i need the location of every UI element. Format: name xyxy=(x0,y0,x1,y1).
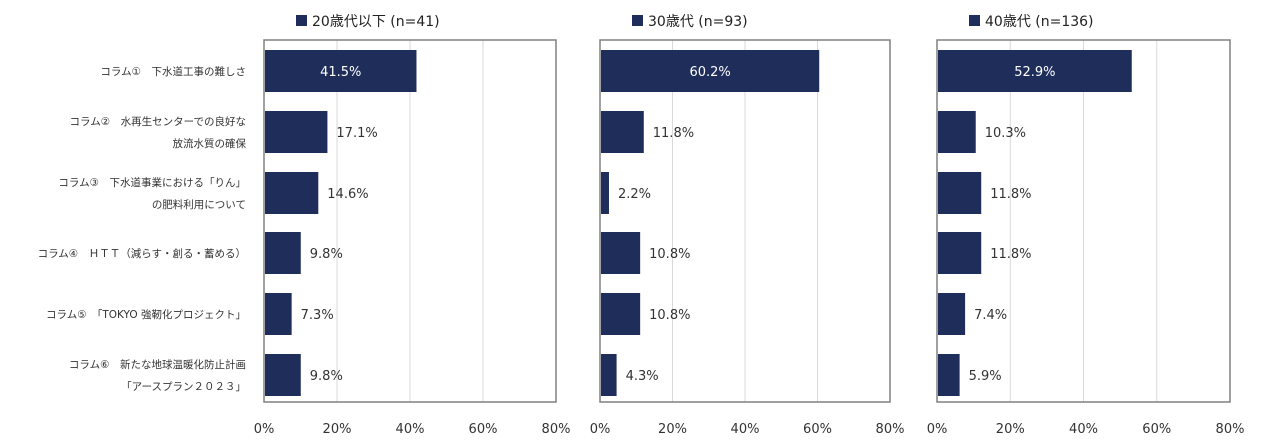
category-label: コラム⑥ 新たな地球温暖化防止計画 xyxy=(69,358,246,371)
data-label: 2.2% xyxy=(618,187,651,202)
legend-label: 40歳代 (n=136) xyxy=(985,14,1094,30)
bar xyxy=(601,172,609,214)
x-tick-label: 20% xyxy=(996,422,1025,437)
bar xyxy=(265,172,319,214)
data-label: 10.8% xyxy=(649,247,690,262)
data-label: 10.8% xyxy=(649,308,690,323)
x-tick-label: 40% xyxy=(731,422,760,437)
x-tick-label: 0% xyxy=(254,422,275,437)
data-label: 10.3% xyxy=(985,126,1026,141)
bar xyxy=(601,50,820,92)
bar xyxy=(265,354,301,396)
bar xyxy=(938,172,982,214)
legend-swatch xyxy=(969,15,980,26)
data-label: 52.9% xyxy=(1014,65,1055,80)
data-label: 14.6% xyxy=(327,187,368,202)
plot-frame xyxy=(263,39,557,403)
legend-swatch xyxy=(632,15,643,26)
bar xyxy=(938,111,976,153)
data-label: 9.8% xyxy=(310,247,343,262)
bar xyxy=(265,232,301,274)
data-label: 9.8% xyxy=(310,369,343,384)
data-label: 7.3% xyxy=(301,308,334,323)
data-label: 60.2% xyxy=(689,65,730,80)
x-tick-label: 0% xyxy=(590,422,611,437)
data-label: 11.8% xyxy=(990,247,1031,262)
bar xyxy=(938,232,982,274)
data-label: 7.4% xyxy=(974,308,1007,323)
bar xyxy=(265,293,292,335)
bar xyxy=(938,293,966,335)
bar xyxy=(938,50,1132,92)
bar xyxy=(601,354,617,396)
x-tick-label: 40% xyxy=(1069,422,1098,437)
bar xyxy=(601,232,641,274)
category-label: コラム① 下水道工事の難しさ xyxy=(100,65,246,78)
data-label: 5.9% xyxy=(969,369,1002,384)
x-tick-label: 0% xyxy=(927,422,948,437)
category-label: 「アースプラン２０２３」 xyxy=(121,381,246,393)
x-tick-label: 60% xyxy=(1142,422,1171,437)
legend-label: 30歳代 (n=93) xyxy=(648,14,748,30)
bar xyxy=(265,50,417,92)
category-label: コラム⑤ 「TOKYO 強靭化プロジェクト」 xyxy=(46,308,246,321)
plot-frame xyxy=(599,39,891,403)
x-tick-label: 40% xyxy=(396,422,425,437)
legend-label: 20歳代以下 (n=41) xyxy=(312,14,440,30)
category-label: コラム② 水再生センターでの良好な xyxy=(70,115,246,128)
data-label: 11.8% xyxy=(990,187,1031,202)
x-tick-label: 20% xyxy=(658,422,687,437)
category-label: コラム④ ＨＴＴ（減らす・創る・蓄める） xyxy=(38,247,246,260)
x-tick-label: 20% xyxy=(323,422,352,437)
bar xyxy=(601,293,641,335)
category-label: の肥料利用について xyxy=(152,198,246,211)
category-label: 放流水質の確保 xyxy=(173,137,247,150)
x-tick-label: 60% xyxy=(469,422,498,437)
x-tick-label: 80% xyxy=(1216,422,1245,437)
data-label: 41.5% xyxy=(320,65,361,80)
data-label: 11.8% xyxy=(653,126,694,141)
data-label: 17.1% xyxy=(336,126,377,141)
category-label: コラム③ 下水道事業における「りん」 xyxy=(58,176,246,189)
x-tick-label: 80% xyxy=(542,422,571,437)
bar xyxy=(938,354,960,396)
bar xyxy=(601,111,644,153)
data-label: 4.3% xyxy=(626,369,659,384)
legend-swatch xyxy=(296,15,307,26)
x-tick-label: 60% xyxy=(803,422,832,437)
x-tick-label: 80% xyxy=(876,422,905,437)
bar xyxy=(265,111,328,153)
plot-frame xyxy=(936,39,1231,403)
